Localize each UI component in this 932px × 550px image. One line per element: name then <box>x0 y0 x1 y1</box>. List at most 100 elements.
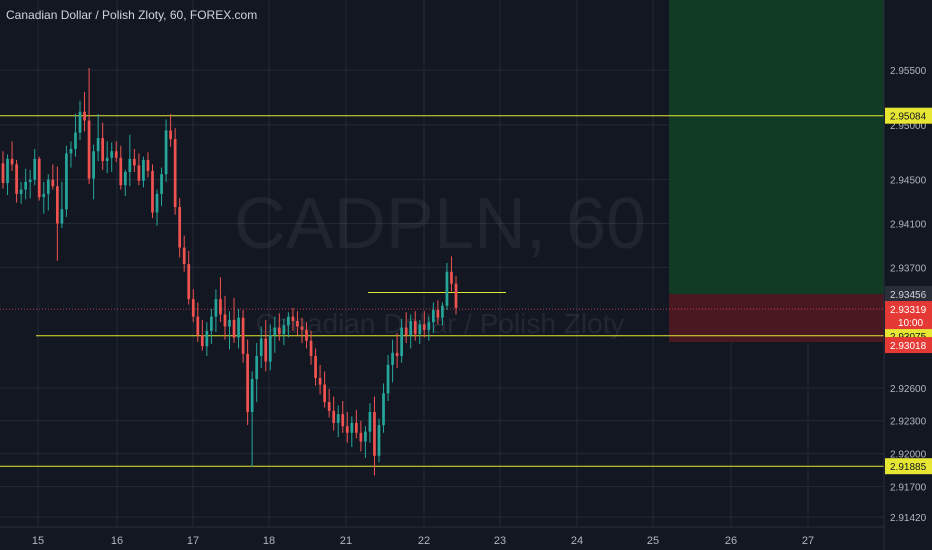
price-axis[interactable]: 2.95500 2.95000 2.94500 2.94100 2.93700 2.926… <box>883 0 932 550</box>
time-tick-label: 24 <box>571 535 583 547</box>
candle-body <box>137 165 141 181</box>
candle-body <box>210 316 213 331</box>
candle-body <box>146 159 150 171</box>
time-tick-label: 27 <box>802 535 814 547</box>
candle-body <box>305 329 308 341</box>
candle-body <box>314 356 317 378</box>
candle-body <box>169 130 172 140</box>
time-tick-label: 25 <box>647 535 659 547</box>
price-tick-label: 2.95500 <box>890 66 927 77</box>
price-tick-label: 2.93700 <box>890 263 927 274</box>
price-tick-label: 2.91700 <box>890 482 927 493</box>
candle-body <box>287 316 290 326</box>
candle-body <box>92 151 95 179</box>
candle-body <box>373 411 376 456</box>
candle-body <box>318 377 322 385</box>
candle-body <box>364 431 367 442</box>
candle-body <box>391 352 394 365</box>
candle-body <box>151 170 154 213</box>
candle-body <box>386 364 390 394</box>
candle-body <box>87 120 91 179</box>
candle-body <box>142 159 145 181</box>
candle-body <box>400 327 403 357</box>
candle-body <box>155 193 159 213</box>
candle-body <box>368 411 372 432</box>
candle-body <box>24 181 28 190</box>
price-tick-label: 2.91420 <box>890 513 927 524</box>
candle-body <box>450 271 453 284</box>
candle-body <box>277 327 281 335</box>
price-level-label: 2.93456 <box>890 290 927 301</box>
candle-body <box>10 158 14 165</box>
candle-body <box>15 164 18 194</box>
price-tick-label: 2.94500 <box>890 176 927 187</box>
candle-body <box>60 209 64 224</box>
candle-body <box>223 314 227 327</box>
candle-body <box>74 132 77 150</box>
candle-body <box>214 299 218 317</box>
stop-price-label-box <box>885 337 932 354</box>
time-tick-label: 21 <box>340 535 352 547</box>
candle-body <box>232 319 236 338</box>
candle-body <box>273 327 277 336</box>
candle-body <box>259 338 263 357</box>
candles <box>1 67 458 476</box>
price-level-label-box <box>885 286 932 303</box>
candle-body <box>205 330 209 347</box>
candle-body <box>350 422 354 433</box>
price-level-label-box <box>885 458 932 475</box>
candle-body <box>436 310 440 318</box>
candle-body <box>404 327 408 336</box>
candle-body <box>382 393 385 426</box>
candle-body <box>445 271 449 306</box>
candle-body <box>191 299 195 317</box>
candle-body <box>1 163 5 183</box>
candle-body <box>101 138 105 162</box>
current-price-label-box <box>885 301 932 330</box>
candle-body <box>422 324 426 330</box>
candle-body <box>56 186 59 224</box>
candle-body <box>291 316 295 322</box>
candle-body <box>336 414 340 423</box>
candle-body <box>173 139 177 208</box>
time-tick-label: 18 <box>263 535 275 547</box>
candle-body <box>345 426 349 433</box>
time-tick-label: 17 <box>187 535 199 547</box>
candle-body <box>250 379 254 412</box>
candle-body <box>268 335 272 362</box>
candle-body <box>123 172 127 186</box>
candle-body <box>246 353 249 412</box>
candle-body <box>51 179 55 187</box>
candle-body <box>395 352 399 357</box>
candle-body <box>255 356 259 380</box>
candle-body <box>418 324 422 335</box>
candle-body <box>164 130 168 175</box>
candle-body <box>341 414 345 427</box>
profit-zone <box>669 0 884 295</box>
candle-body <box>332 410 336 423</box>
candle-body <box>427 322 431 330</box>
loss-zone <box>669 294 884 343</box>
price-level-label: 2.91885 <box>890 462 927 473</box>
candle-body <box>6 158 9 183</box>
candle-body <box>219 299 222 315</box>
candle-body <box>128 158 132 173</box>
candle-body <box>33 158 37 180</box>
watermark-name: Canadian Dollar / Polish Zloty <box>256 308 625 339</box>
candle-body <box>182 247 186 265</box>
candle-body <box>200 335 204 347</box>
price-level-label: 2.95084 <box>890 112 927 123</box>
candle-body <box>241 317 245 354</box>
current-price-label: 2.93319 <box>890 305 927 316</box>
candle-body <box>114 151 118 158</box>
candle-body <box>69 149 73 154</box>
time-axis[interactable]: 15 16 17 18 21 22 23 24 25 26 27 <box>0 526 884 547</box>
price-tick-label: 2.92000 <box>890 450 927 461</box>
candle-body <box>309 340 313 357</box>
candle-body <box>65 153 68 210</box>
candle-body <box>454 283 458 308</box>
candle-body <box>441 305 444 318</box>
candle-body <box>110 151 114 158</box>
